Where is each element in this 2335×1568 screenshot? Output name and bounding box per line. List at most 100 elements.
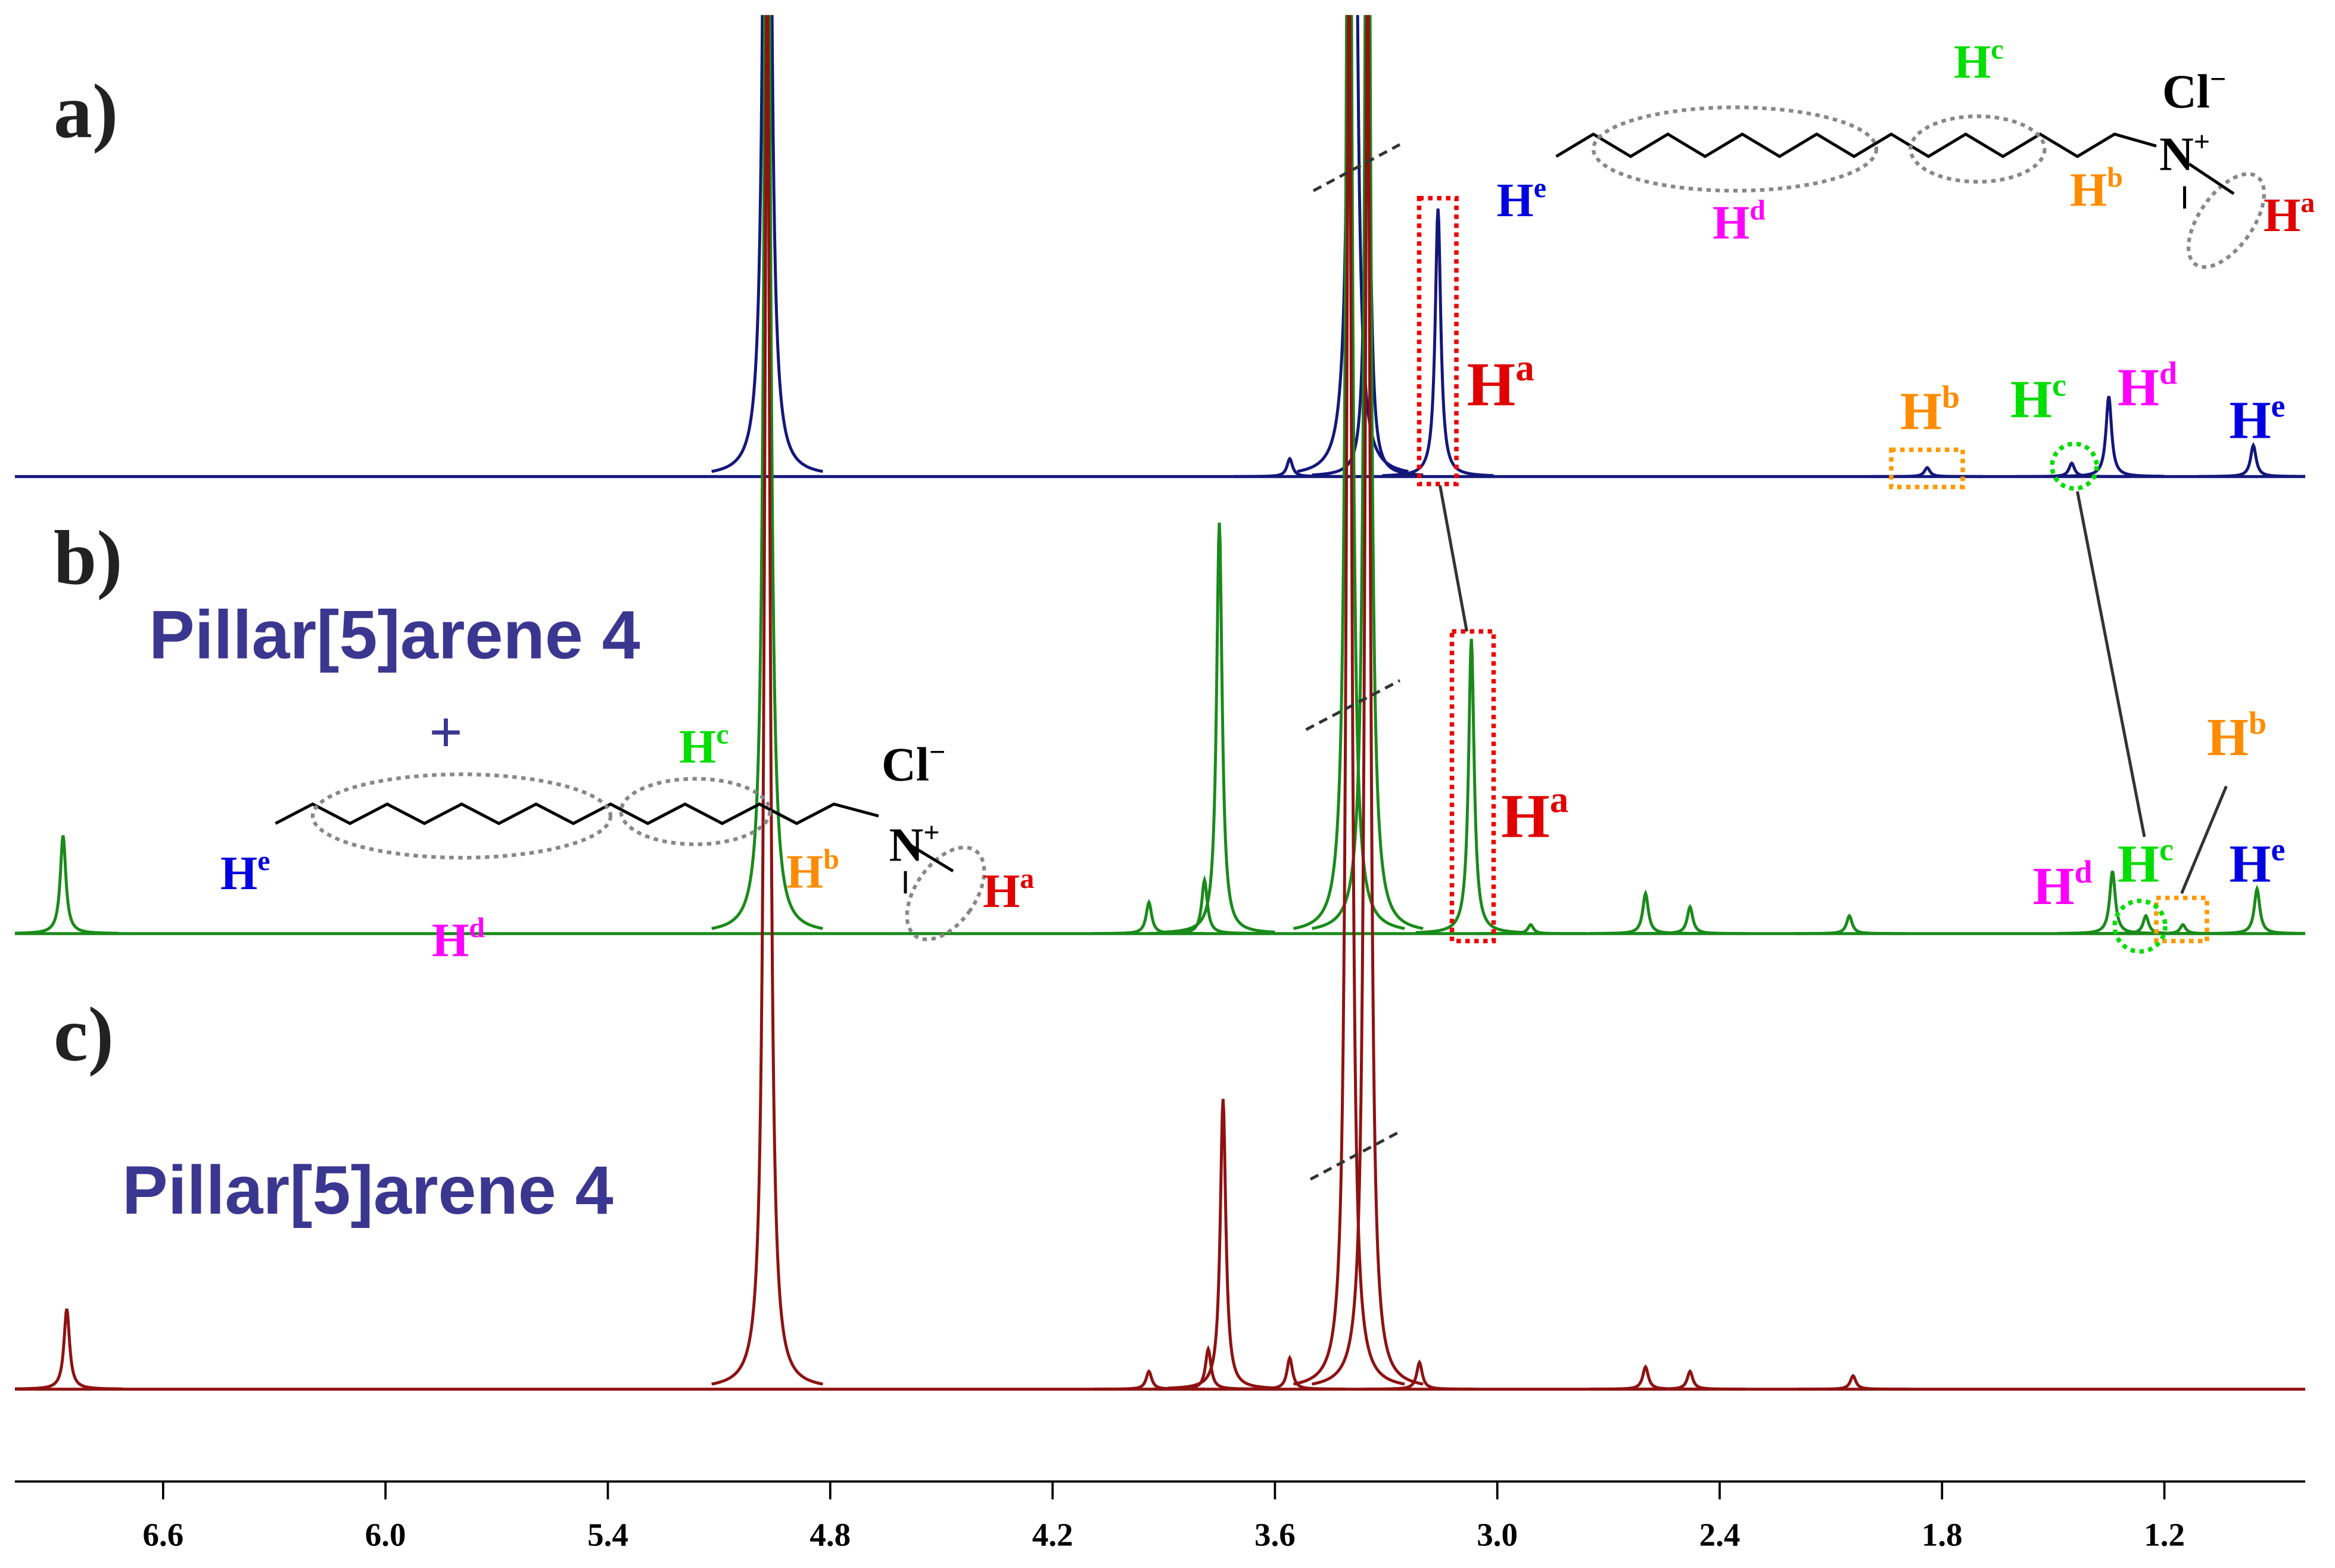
- x-tick-label: 4.8: [810, 1516, 851, 1553]
- annotation: He: [2230, 388, 2286, 450]
- annotation-sup: b: [823, 843, 839, 875]
- annotation: Ha: [1501, 778, 1568, 850]
- annotation-text: H: [1501, 781, 1550, 850]
- annotation-sup: c: [1991, 33, 2003, 65]
- peak: [1590, 889, 1701, 935]
- peak: [1415, 638, 1527, 934]
- annotation-sup: −: [2210, 63, 2226, 95]
- x-tick-label: 4.2: [1032, 1516, 1073, 1553]
- annotation-text: Cl: [882, 738, 929, 791]
- peak: [1293, 15, 1405, 1386]
- annotation-text: Pillar[5]arene 4: [149, 597, 640, 673]
- annotation: Hd: [432, 912, 485, 967]
- peak: [2201, 884, 2305, 935]
- annotation: Hb: [786, 843, 839, 898]
- annotation: Cl−: [882, 736, 945, 791]
- panel-label: a): [54, 68, 118, 154]
- annotation: Hc: [2010, 367, 2066, 429]
- annotation-sup: e: [2271, 388, 2286, 423]
- peak: [1312, 15, 1424, 1386]
- annotation-text: H: [2118, 834, 2159, 893]
- annotation-sup: d: [1749, 194, 1766, 226]
- peak: [1634, 1369, 1746, 1391]
- x-tick-label: 6.0: [365, 1516, 406, 1553]
- annotation: Hc: [2118, 831, 2174, 893]
- annotation-text: H: [2207, 708, 2249, 767]
- annotation-sup: b: [2249, 705, 2266, 741]
- annotation: Hd: [2118, 355, 2177, 417]
- x-tick-label: 5.4: [587, 1516, 628, 1553]
- annotation: He: [1497, 172, 1547, 227]
- x-axis: 6.6 6.0 5.4 4.8 4.2 3.6 3.0 2.4 1.8 1.2: [15, 1480, 2305, 1553]
- peak: [1163, 522, 1275, 934]
- peak: [1312, 15, 1424, 930]
- annotation-text: H: [2010, 370, 2052, 429]
- x-tick-label: 1.8: [1922, 1516, 1963, 1553]
- x-tick-label: 2.4: [1699, 1516, 1741, 1553]
- peak: [711, 15, 823, 473]
- x-tick-label: 3.6: [1254, 1516, 1296, 1553]
- annotation-text: Cl: [2162, 66, 2210, 118]
- decoration: [275, 105, 2266, 1181]
- annotation-sup: e: [1534, 172, 1546, 204]
- annotation: Ha: [2264, 187, 2315, 242]
- annotation-sup: c: [716, 718, 728, 750]
- annotation: Hc: [679, 718, 729, 773]
- annotation-text: N: [2159, 128, 2194, 180]
- annotation-text: H: [1713, 197, 1749, 249]
- x-tick-label: 1.2: [2144, 1516, 2185, 1553]
- spectra: [15, 15, 2305, 1391]
- annotation-text: H: [679, 721, 716, 773]
- peak: [1797, 1373, 1909, 1391]
- annotation-sup: +: [2194, 126, 2210, 157]
- panel-label: c): [54, 992, 114, 1077]
- annotation-sup: a: [1550, 778, 1569, 820]
- annotation: Hb: [2207, 705, 2266, 767]
- annotation: Hc: [1954, 33, 2004, 88]
- annotation: He: [220, 845, 270, 900]
- annotation-text: H: [432, 914, 469, 967]
- annotation: Hb: [1900, 379, 1960, 441]
- annotation-text: H: [2070, 164, 2107, 216]
- annotation-sup: d: [469, 912, 485, 943]
- annotation-sup: e: [2271, 831, 2286, 867]
- peak: [1167, 1099, 1279, 1390]
- annotation-text: H: [1954, 36, 1991, 88]
- peak: [1794, 913, 1906, 936]
- annotation: Pillar[5]arene 4: [149, 597, 640, 673]
- annotation-text: H: [220, 847, 257, 900]
- peak: [1234, 1354, 1346, 1391]
- annotation-sup: −: [929, 736, 945, 768]
- peak: [15, 835, 119, 935]
- annotation-text: Pillar[5]arene 4: [122, 1152, 614, 1229]
- annotation: Ha: [1467, 347, 1534, 419]
- annotation: N+: [889, 816, 940, 871]
- annotation-sup: c: [2159, 831, 2174, 867]
- annotation-text: H: [1467, 349, 1516, 419]
- annotation: N+: [2159, 126, 2210, 180]
- annotation-text: H: [983, 865, 1020, 918]
- peak: [1590, 1364, 1701, 1391]
- annotation-sup: a: [1020, 863, 1034, 894]
- annotation-sup: d: [2159, 355, 2177, 391]
- peak: [1363, 1359, 1475, 1391]
- annotation: Hd: [1713, 194, 1766, 249]
- annotation: +: [429, 699, 463, 765]
- peak: [2197, 442, 2305, 478]
- annotation: Cl−: [2162, 63, 2226, 118]
- peak: [1234, 456, 1346, 478]
- annotation-sup: a: [1515, 347, 1534, 388]
- annotation: Pillar[5]arene 4: [122, 1152, 614, 1229]
- peak: [2090, 913, 2202, 936]
- annotation-text: H: [786, 846, 823, 898]
- annotation-text: H: [2230, 834, 2271, 893]
- annotation: Hd: [2033, 854, 2093, 916]
- annotation-text: H: [2230, 391, 2271, 450]
- annotation-sup: c: [2052, 367, 2066, 403]
- peak: [1382, 208, 1494, 478]
- peak: [711, 15, 823, 930]
- annotation: Ha: [983, 863, 1034, 918]
- annotation-sup: +: [923, 816, 939, 848]
- annotation-text: H: [2033, 857, 2075, 916]
